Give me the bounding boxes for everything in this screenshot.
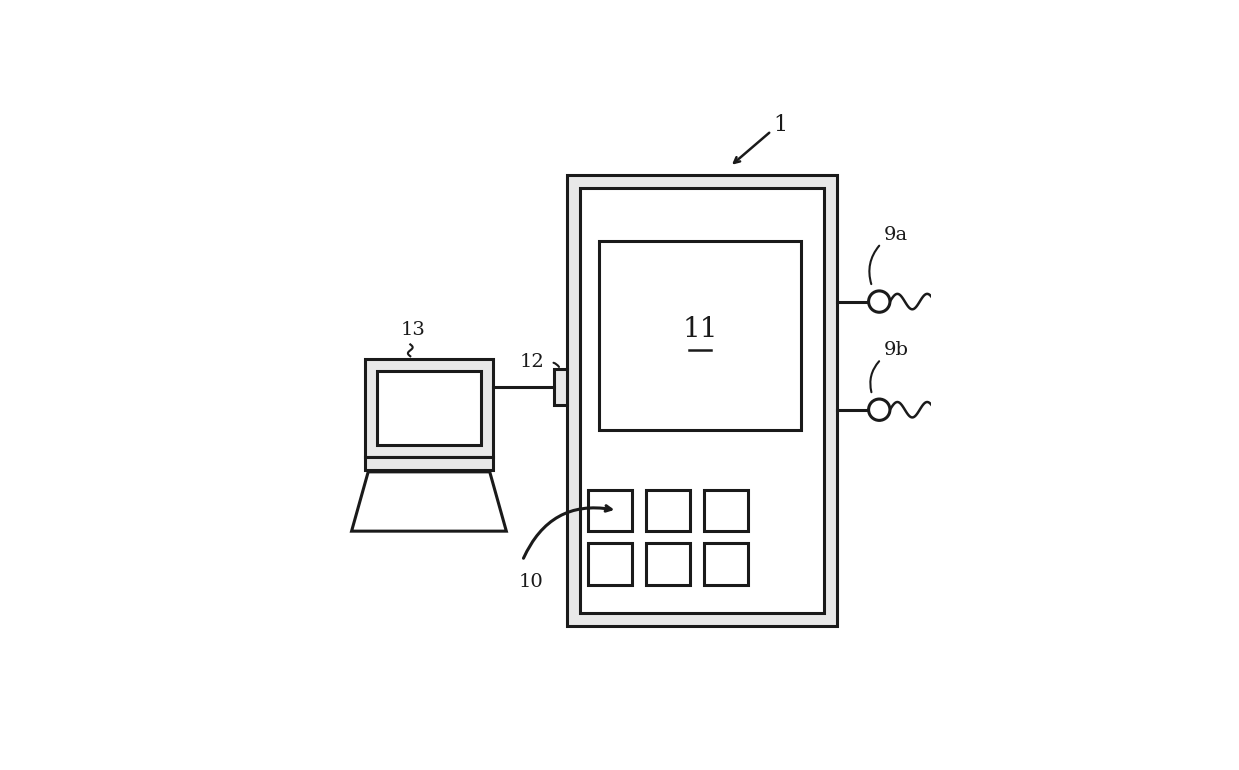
Circle shape: [869, 399, 890, 420]
Text: 1: 1: [773, 114, 787, 136]
Text: 13: 13: [400, 320, 425, 339]
Text: 9b: 9b: [883, 341, 909, 360]
Bar: [554, 370, 566, 405]
Polygon shape: [352, 472, 507, 531]
Bar: [366, 359, 493, 457]
Bar: [587, 490, 632, 531]
Text: 9a: 9a: [883, 226, 908, 243]
Bar: [704, 543, 748, 584]
Text: 11: 11: [683, 316, 717, 343]
Bar: [377, 371, 481, 445]
Bar: [580, 189, 824, 613]
Bar: [587, 543, 632, 584]
Text: 12: 12: [520, 353, 545, 371]
Bar: [366, 457, 493, 470]
Bar: [600, 240, 800, 430]
Text: 10: 10: [519, 573, 544, 591]
Circle shape: [869, 291, 890, 313]
Bar: [646, 490, 690, 531]
Bar: [566, 176, 836, 626]
Bar: [646, 543, 690, 584]
Bar: [704, 490, 748, 531]
